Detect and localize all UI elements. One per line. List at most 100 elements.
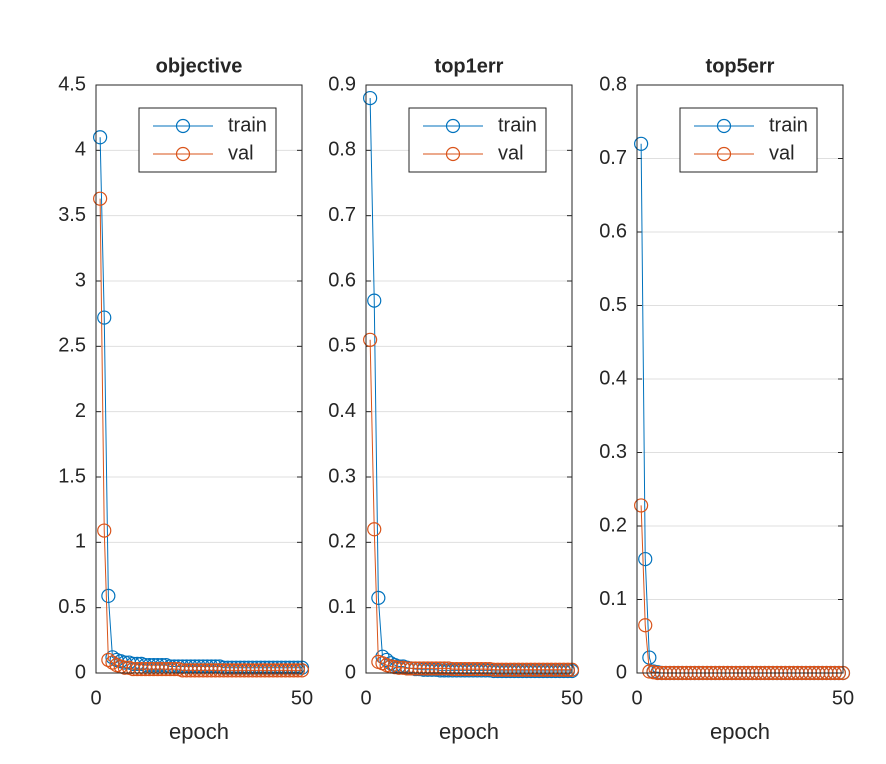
marker [125,661,141,677]
marker [93,191,108,206]
marker [486,662,501,677]
marker [245,663,260,678]
marker [134,661,149,677]
legend-label: train [228,114,267,136]
x-axis-label: epoch [169,719,229,744]
marker [371,590,386,605]
y-tick-label: 0.7 [599,147,627,169]
legend-label: val [498,142,524,164]
marker [93,130,108,145]
y-tick-label: 1.5 [58,465,86,487]
chart-title: top5err [706,55,775,77]
x-tick-label: 0 [90,687,101,709]
marker [158,661,174,677]
marker [457,661,472,677]
marker [249,663,264,678]
marker [196,663,211,678]
y-tick-label: 0.7 [328,204,356,226]
marker [482,661,497,677]
marker [241,663,256,678]
y-tick-label: 0.5 [599,294,627,316]
marker [270,663,285,678]
series-line [99,137,302,669]
marker [634,136,649,151]
marker [428,661,444,676]
marker [556,662,571,677]
marker [278,663,293,678]
marker [237,663,252,678]
x-axis-label: epoch [710,719,770,744]
y-tick-label: 0.8 [599,73,627,95]
marker [552,662,567,677]
legend-marker [175,118,191,134]
marker [420,661,435,676]
series-line [99,198,302,671]
legend-label: val [769,142,795,164]
series-line [640,143,843,674]
x-tick-label: 50 [832,687,854,709]
marker [433,661,448,676]
y-tick-label: 4 [75,139,86,161]
marker [503,662,518,677]
series-line [369,98,572,672]
axes-box [636,84,844,674]
y-tick-label: 2 [75,400,86,422]
x-tick-label: 0 [631,687,642,709]
y-tick-label: 3.5 [58,204,86,226]
x-tick-label: 0 [360,687,371,709]
y-tick-label: 0.1 [328,596,356,618]
marker [416,661,431,676]
marker [274,663,289,678]
marker [523,662,538,677]
marker [560,662,575,677]
marker [424,661,440,676]
series-line [640,505,843,674]
marker [638,618,653,633]
marker [363,90,378,106]
legend-marker [445,118,461,134]
y-tick-label: 0 [616,661,627,683]
y-tick-label: 0.8 [328,139,356,161]
legend-label: val [228,142,254,164]
marker [220,663,235,678]
marker [544,662,559,677]
marker [395,660,411,675]
marker [363,332,378,347]
x-tick-label: 50 [291,687,313,709]
marker [490,662,505,677]
marker [527,662,543,677]
marker [494,662,510,677]
marker [470,661,485,677]
marker [408,661,423,676]
marker [498,662,514,677]
y-tick-label: 0.5 [58,596,86,618]
marker [138,661,153,677]
marker [150,661,165,677]
legend-label: train [769,114,808,136]
x-axis-label: epoch [439,719,499,744]
legend-box [138,107,277,173]
y-tick-label: 0.6 [599,220,627,242]
marker [478,661,493,677]
legend-marker [445,146,461,162]
series-line [369,339,572,671]
marker [228,663,244,678]
marker [204,663,219,678]
y-tick-label: 0.3 [328,465,356,487]
legend-marker [175,146,191,162]
x-tick-label: 50 [561,687,583,709]
y-tick-label: 4.5 [58,73,86,95]
marker [216,663,231,678]
y-tick-label: 0.4 [599,367,627,389]
y-tick-label: 0 [75,661,86,683]
marker [183,663,198,678]
marker [400,661,415,676]
y-tick-label: 2.5 [58,335,86,357]
legend-box [408,107,547,173]
marker [536,662,551,677]
marker [466,661,481,677]
marker [367,522,382,537]
marker [515,662,530,677]
marker [97,523,112,538]
marker [531,662,547,677]
